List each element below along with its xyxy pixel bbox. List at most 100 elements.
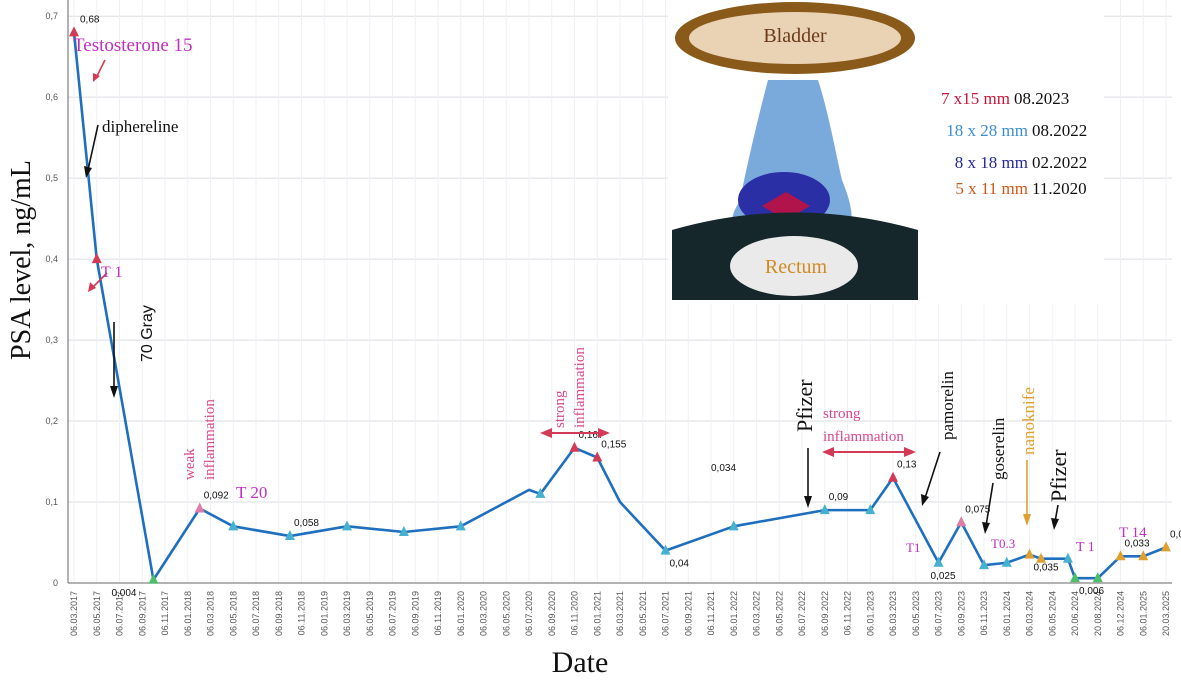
x-tick-label: 06.12.2024: [1116, 591, 1126, 636]
data-point-marker: [1092, 572, 1103, 583]
annotation-diphereline: diphereline: [102, 117, 178, 136]
x-tick-label: 06.05.2022: [774, 591, 784, 636]
data-label: 0,68: [80, 14, 100, 25]
bladder-lumen: [689, 12, 901, 64]
x-tick-label: 06.07.2020: [524, 591, 534, 636]
x-tick-label: 06.11.2018: [297, 591, 307, 635]
x-tick-label: 06.11.2020: [570, 591, 580, 635]
bladder-label: Bladder: [763, 25, 827, 47]
annotation-pfizer-2024: Pfizer: [1046, 449, 1071, 502]
x-tick-label: 06.05.2023: [911, 591, 921, 636]
x-tick-label: 06.03.2021: [615, 591, 625, 636]
data-point-marker: [1115, 550, 1126, 561]
x-tick-label: 06.03.2023: [888, 591, 898, 636]
x-tick-label: 06.07.2017: [115, 591, 125, 636]
x-tick-label: 06.01.2025: [1138, 591, 1148, 636]
data-point-marker: [1001, 556, 1012, 567]
x-tick-label: 06.09.2017: [137, 591, 147, 636]
legend-size-2: 8 x 18 mm: [955, 153, 1028, 172]
data-label: 0,004: [111, 588, 136, 599]
rectum-label: Rectum: [765, 256, 828, 278]
annotation-testosterone-15: Testosterone 15: [73, 35, 193, 56]
data-label: 0,155: [601, 439, 626, 450]
annotation-strong-inflammation-2022-2: inflammation: [823, 429, 904, 445]
x-tick-label: 06.01.2018: [183, 591, 193, 636]
data-point-marker: [569, 441, 580, 452]
data-point-marker: [535, 487, 546, 498]
plot-area: 0 0,1 0,2 0,3 0,4 0,5 0,6 0,7 06.03.2017 06.05.2…: [45, 0, 1181, 636]
x-tick-label: 06.05.2019: [365, 591, 375, 636]
x-tick-label: 06.05.2024: [1047, 591, 1057, 636]
y-tick-labels: 0 0,1 0,2 0,3 0,4 0,5 0,6 0,7: [45, 11, 58, 588]
annotation-t1-2017: T 1: [101, 264, 122, 281]
x-tick-label: 06.07.2021: [661, 591, 671, 636]
x-tick-label: 06.03.2020: [479, 591, 489, 636]
data-label: 0,167: [579, 430, 604, 441]
data-point-marker: [728, 520, 739, 531]
legend-size-0: 7 x15 mm: [941, 89, 1010, 108]
x-tick-label: 06.09.2019: [410, 591, 420, 636]
annotation-t14: T 14: [1119, 525, 1147, 541]
data-point-marker: [979, 559, 989, 570]
legend-date-2: 02.2022: [1032, 153, 1087, 172]
x-tick-label: 06.11.2023: [979, 591, 989, 635]
rectum-lumen: [730, 236, 858, 296]
x-tick-label: 06.05.2020: [501, 591, 511, 636]
x-tick-label: 06.01.2021: [592, 591, 602, 636]
data-label: 0,075: [965, 504, 990, 515]
annotation-strong-inflammation-2020-1: strong: [552, 390, 568, 428]
data-point-marker: [284, 530, 295, 541]
data-point-marker: [69, 26, 79, 37]
data-point-marker: [1024, 548, 1035, 559]
y-tick-label: 0,5: [45, 173, 58, 183]
data-point-marker: [933, 556, 944, 567]
legend-date-3: 11.2020: [1032, 179, 1087, 198]
data-label: 0,058: [294, 518, 319, 529]
y-tick-label: 0,4: [45, 254, 58, 264]
data-point-marker: [956, 516, 967, 527]
data-label: 0,09: [829, 492, 849, 503]
annotation-strong-inflammation-2022-1: strong: [823, 406, 861, 422]
x-tick-label: 06.07.2019: [388, 591, 398, 636]
annotations: Testosterone 15 diphereline T 1 70 Gray …: [73, 35, 1147, 555]
annotation-goserelin: goserelin: [989, 417, 1008, 480]
inset-diagram: Bladder Rectum 7 x15 mm 08.2023 18 x 28 …: [668, 0, 1104, 304]
x-tick-label: 06.05.2017: [92, 591, 102, 636]
x-tick-label: 06.03.2024: [1025, 591, 1035, 636]
data-label: 0,044: [1170, 529, 1181, 540]
legend-date-1: 08.2022: [1032, 121, 1087, 140]
legend-date-0: 08.2023: [1014, 89, 1069, 108]
data-point-marker: [888, 471, 898, 482]
data-point-marker: [1062, 552, 1073, 563]
data-point-marker: [660, 544, 671, 555]
annotation-pfizer-2022: Pfizer: [792, 379, 817, 432]
x-tick-label: 06.09.2020: [547, 591, 557, 636]
data-point-marker: [592, 451, 603, 462]
data-point-marker: [398, 525, 409, 536]
x-tick-label: 06.09.2022: [820, 591, 830, 636]
annotation-weak-inflammation-2: inflammation: [202, 399, 218, 480]
x-axis-title: Date: [552, 646, 609, 679]
annotation-strong-inflammation-2020-2: inflammation: [572, 347, 588, 428]
x-tick-label: 06.01.2019: [319, 591, 329, 636]
data-point-marker: [194, 502, 205, 513]
x-tick-label: 06.03.2018: [206, 591, 216, 636]
annotation-weak-inflammation-1: weak: [182, 448, 198, 480]
x-tick-label: 06.11.2021: [706, 591, 716, 635]
x-tick-label: 06.05.2018: [228, 591, 238, 636]
x-tick-label: 06.03.2019: [342, 591, 352, 636]
x-tick-labels: 06.03.2017 06.05.2017 06.07.2017 06.09.2017…: [69, 591, 1171, 636]
data-point-marker: [1138, 550, 1149, 561]
y-tick-label: 0,1: [45, 497, 58, 507]
x-tick-label: 06.11.2019: [433, 591, 443, 635]
x-tick-label: 06.01.2023: [865, 591, 875, 636]
data-point-marker: [1036, 552, 1047, 563]
data-point-marker: [1070, 572, 1080, 583]
y-axis-title: PSA level, ng/mL: [6, 160, 37, 360]
series-markers: [69, 26, 1171, 584]
data-point-marker: [228, 520, 239, 531]
data-label: 0,025: [931, 571, 956, 582]
annotation-t20: T 20: [236, 483, 267, 502]
data-point-marker: [865, 504, 876, 515]
